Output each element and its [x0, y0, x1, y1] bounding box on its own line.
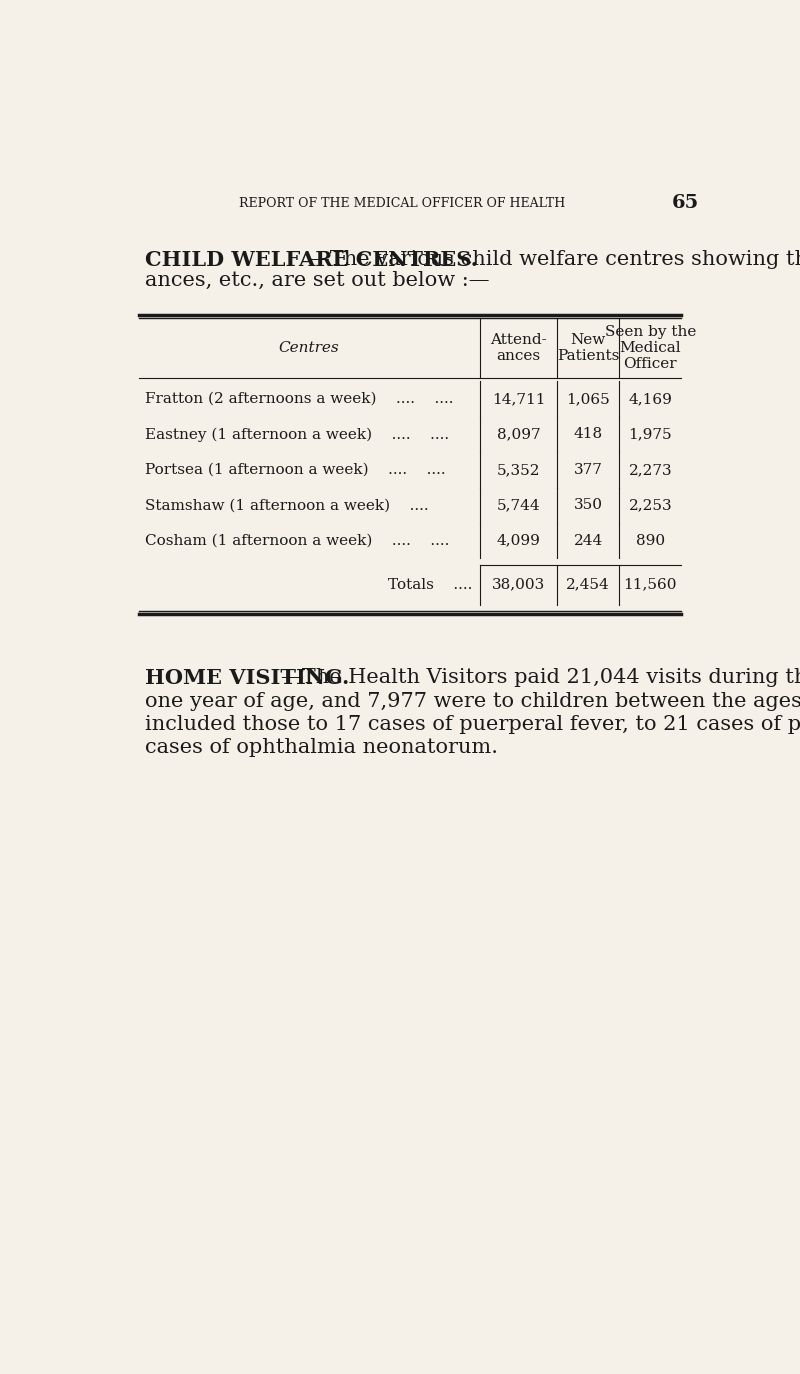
Text: 2,454: 2,454: [566, 577, 610, 592]
Text: New
Patients: New Patients: [557, 333, 619, 363]
Text: Stamshaw (1 afternoon a week)    ....: Stamshaw (1 afternoon a week) ....: [145, 499, 429, 513]
Text: 418: 418: [574, 427, 603, 441]
Text: Centres: Centres: [279, 341, 340, 354]
Text: Cosham (1 afternoon a week)    ....    ....: Cosham (1 afternoon a week) .... ....: [145, 533, 450, 548]
Text: 5,744: 5,744: [497, 499, 540, 513]
Text: cases of ophthalmia neonatorum.: cases of ophthalmia neonatorum.: [145, 738, 498, 757]
Text: Fratton (2 afternoons a week)    ....    ....: Fratton (2 afternoons a week) .... ....: [145, 392, 454, 405]
Text: 1,065: 1,065: [566, 392, 610, 405]
Text: 244: 244: [574, 533, 603, 548]
Text: 65: 65: [671, 194, 698, 213]
Text: Attend-
ances: Attend- ances: [490, 333, 547, 363]
Text: 8,097: 8,097: [497, 427, 540, 441]
Text: HOME VISITING.: HOME VISITING.: [145, 669, 350, 688]
Text: 4,099: 4,099: [497, 533, 541, 548]
Text: included those to 17 cases of puerperal fever, to 21 cases of puerperal pyrexia,: included those to 17 cases of puerperal …: [145, 714, 800, 734]
Text: Totals    ....: Totals ....: [388, 577, 472, 592]
Text: REPORT OF THE MEDICAL OFFICER OF HEALTH: REPORT OF THE MEDICAL OFFICER OF HEALTH: [239, 196, 566, 210]
Text: Seen by the
Medical
Officer: Seen by the Medical Officer: [605, 324, 696, 371]
Text: 38,003: 38,003: [492, 577, 545, 592]
Text: 1,975: 1,975: [629, 427, 672, 441]
Text: 2,273: 2,273: [629, 463, 672, 477]
Text: 890: 890: [636, 533, 665, 548]
Text: —The Health Visitors paid 21,044 visits during the year ;  3,686 were first visi: —The Health Visitors paid 21,044 visits …: [281, 669, 800, 687]
Text: Eastney (1 afternoon a week)    ....    ....: Eastney (1 afternoon a week) .... ....: [145, 427, 449, 441]
Text: 11,560: 11,560: [623, 577, 677, 592]
Text: Portsea (1 afternoon a week)    ....    ....: Portsea (1 afternoon a week) .... ....: [145, 463, 446, 477]
Text: ances, etc., are set out below :—: ances, etc., are set out below :—: [145, 271, 490, 290]
Text: 14,711: 14,711: [492, 392, 546, 405]
Text: —The various child welfare centres showing the number of new patients, attend-: —The various child welfare centres showi…: [310, 250, 800, 268]
Text: 350: 350: [574, 499, 602, 513]
Text: one year of age, and 7,977 were to children between the ages of one and five yea: one year of age, and 7,977 were to child…: [145, 691, 800, 710]
Text: CHILD WELFARE CENTRES.: CHILD WELFARE CENTRES.: [145, 250, 478, 269]
Text: 377: 377: [574, 463, 602, 477]
Text: 4,169: 4,169: [628, 392, 672, 405]
Text: 2,253: 2,253: [629, 499, 672, 513]
Text: 5,352: 5,352: [497, 463, 540, 477]
